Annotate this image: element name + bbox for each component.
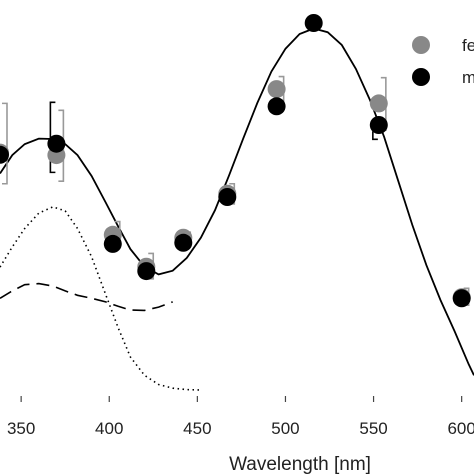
legend-marker-female [412, 36, 430, 54]
x-tick-label: 500 [271, 419, 299, 438]
x-axis: 350 400 450 500 550 600 [7, 396, 474, 438]
error-bar-male [372, 131, 378, 141]
data-point-male [304, 14, 323, 32]
data-point-male [452, 289, 471, 308]
curve-solid [0, 27, 474, 376]
data-point-male [267, 97, 286, 116]
data-point-male [369, 116, 388, 134]
legend-marker-male [412, 68, 430, 86]
x-tick-label: 400 [95, 419, 123, 438]
legend-label-male: m [462, 68, 474, 87]
curve-dotted [0, 206, 201, 391]
x-tick-label: 550 [359, 419, 387, 438]
data-point-female [267, 80, 286, 99]
x-tick-label: 600 [447, 419, 474, 438]
data-point-male [103, 234, 122, 253]
data-point-male [137, 262, 156, 281]
data-point-male [47, 134, 66, 153]
model-curves [0, 27, 474, 391]
data-point-male [218, 188, 237, 206]
x-tick-label: 450 [183, 419, 211, 438]
error-bar-female [2, 102, 8, 185]
data-point-male [174, 233, 193, 252]
data-point-female [369, 94, 388, 113]
x-tick-label: 350 [7, 419, 35, 438]
legend: fe m [412, 36, 474, 87]
x-axis-label: Wavelength [nm] [229, 454, 371, 474]
data-point-male [0, 145, 9, 164]
data-points [0, 14, 471, 308]
curve-dashed [0, 282, 173, 312]
legend-label-female: fe [462, 36, 474, 55]
